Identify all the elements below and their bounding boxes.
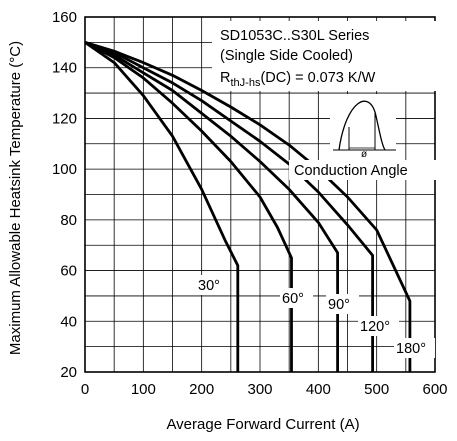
series-label-3: 90° bbox=[328, 297, 350, 313]
series-label-5: 180° bbox=[396, 341, 426, 357]
series-label-background bbox=[280, 288, 313, 308]
y-tick-label: 120 bbox=[52, 110, 77, 127]
series-line-1 bbox=[84, 41, 240, 372]
plot-frame bbox=[84, 16, 436, 373]
x-tick-label: 500 bbox=[364, 381, 389, 398]
x-tick-label: 100 bbox=[131, 381, 156, 398]
series-label-background bbox=[394, 338, 435, 358]
phi-symbol: ø bbox=[361, 149, 367, 160]
conduction-label-background bbox=[289, 160, 440, 180]
series-line-2 bbox=[84, 41, 293, 372]
rth-symbol: R bbox=[220, 70, 230, 86]
series-name-text: SD1053C..S30L Series bbox=[220, 28, 369, 44]
y-axis-title: Maximum Allowable Heatsink Temperature (… bbox=[7, 41, 24, 355]
series-label-1: 30° bbox=[198, 278, 220, 294]
chart-annotation: SD1053C..S30L Series (Single Side Cooled… bbox=[212, 21, 440, 91]
conduction-angle-inset: ø Conduction Angle bbox=[289, 94, 440, 180]
y-tick-label: 140 bbox=[52, 60, 77, 77]
rth-subscript: thJ-hs bbox=[230, 77, 260, 89]
y-tick-label: 160 bbox=[52, 9, 77, 26]
conduction-angle-label: Conduction Angle bbox=[294, 163, 408, 179]
series-label-background bbox=[196, 275, 229, 295]
series-label-background bbox=[358, 316, 399, 336]
annotation-background bbox=[212, 21, 440, 91]
y-tick-label: 80 bbox=[60, 212, 77, 229]
y-tick-label: 20 bbox=[60, 364, 77, 381]
rth-value: (DC) = 0.073 K/W bbox=[260, 70, 375, 86]
y-tick-label: 40 bbox=[60, 313, 77, 330]
axis-ticks: 0 100 200 300 400 500 600 20 40 60 80 100 120 140 160 bbox=[52, 9, 448, 398]
x-tick-label: 600 bbox=[422, 381, 447, 398]
series-label-4: 120° bbox=[360, 319, 390, 335]
cooling-text: (Single Side Cooled) bbox=[220, 48, 353, 64]
curve-labels: 30° 60° 90° 120° 180° bbox=[196, 275, 435, 358]
series-label-2: 60° bbox=[282, 291, 304, 307]
x-tick-label: 200 bbox=[189, 381, 214, 398]
x-tick-label: 400 bbox=[306, 381, 331, 398]
y-tick-label: 60 bbox=[60, 263, 77, 280]
thermal-resistance-text: RthJ-hs(DC) = 0.073 K/W bbox=[220, 70, 376, 89]
x-tick-label: 0 bbox=[81, 381, 89, 398]
series-curves bbox=[84, 41, 412, 372]
series-line-5 bbox=[84, 41, 412, 372]
series-line-4 bbox=[84, 41, 374, 372]
series-label-background bbox=[326, 294, 359, 314]
series-line-3 bbox=[84, 41, 339, 372]
y-tick-label: 100 bbox=[52, 161, 77, 178]
x-axis-title: Average Forward Current (A) bbox=[166, 416, 359, 433]
x-tick-label: 300 bbox=[247, 381, 272, 398]
